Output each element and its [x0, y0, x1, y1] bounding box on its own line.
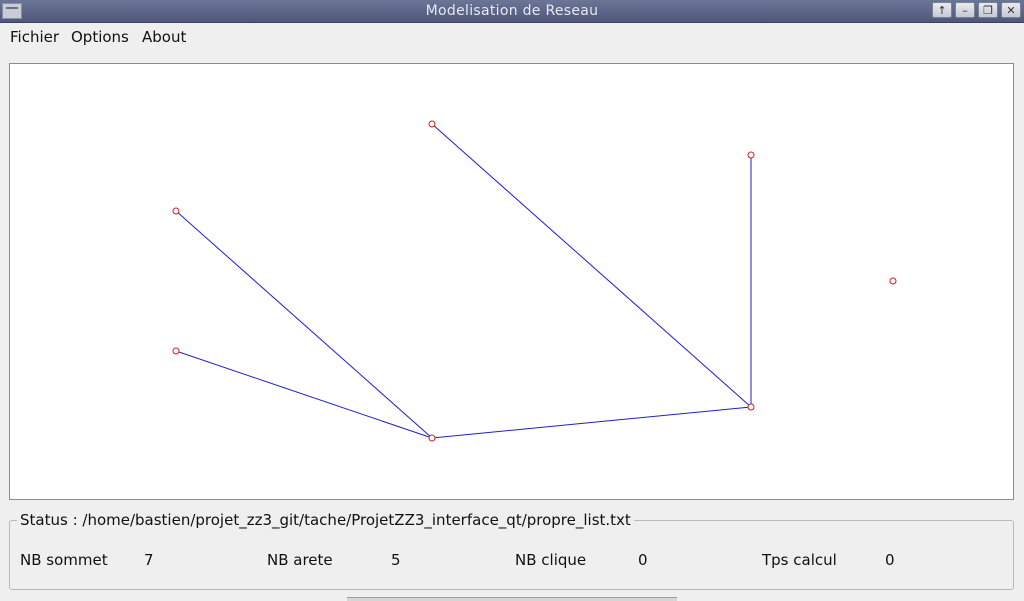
graph-canvas[interactable]: [9, 63, 1014, 500]
tps-calcul-label: Tps calcul: [762, 551, 837, 569]
close-button[interactable]: ✕: [1001, 2, 1021, 18]
window-title: Modelisation de Reseau: [425, 3, 599, 19]
maximize-button[interactable]: ❐: [978, 2, 998, 18]
status-group: [9, 520, 1014, 590]
graph-edge: [431, 123, 752, 408]
graph-node[interactable]: [172, 347, 180, 355]
graph-drawing: [172, 120, 897, 442]
nb-arete-value: 5: [391, 551, 401, 569]
status-label: Status : /home/bastien/projet_zz3_git/ta…: [17, 511, 634, 529]
nb-arete-label: NB arete: [267, 551, 333, 569]
menu-options[interactable]: Options: [71, 28, 129, 46]
graph-node[interactable]: [172, 207, 180, 215]
graph-node[interactable]: [747, 151, 755, 159]
graph-node[interactable]: [428, 434, 436, 442]
menu-about[interactable]: About: [142, 28, 187, 46]
graph-edge: [431, 406, 752, 439]
keep-above-button[interactable]: ↑: [932, 2, 952, 18]
nb-sommet-value: 7: [144, 551, 154, 569]
bottom-widget-edge: [347, 597, 677, 601]
graph-edge: [175, 210, 433, 439]
minimize-button[interactable]: –: [955, 2, 975, 18]
nb-sommet-label: NB sommet: [20, 551, 108, 569]
graph-node[interactable]: [747, 403, 755, 411]
graph-node[interactable]: [428, 120, 436, 128]
menu-fichier[interactable]: Fichier: [10, 28, 60, 46]
graph-edge: [175, 350, 433, 439]
nb-clique-value: 0: [638, 551, 648, 569]
tps-calcul-value: 0: [885, 551, 895, 569]
window-titlebar[interactable]: Modelisation de Reseau ↑ – ❐ ✕: [0, 0, 1024, 23]
graph-node[interactable]: [889, 277, 897, 285]
nb-clique-label: NB clique: [515, 551, 587, 569]
window-menu-icon[interactable]: [2, 3, 22, 19]
menu-bar: Fichier Options About: [0, 23, 1024, 51]
